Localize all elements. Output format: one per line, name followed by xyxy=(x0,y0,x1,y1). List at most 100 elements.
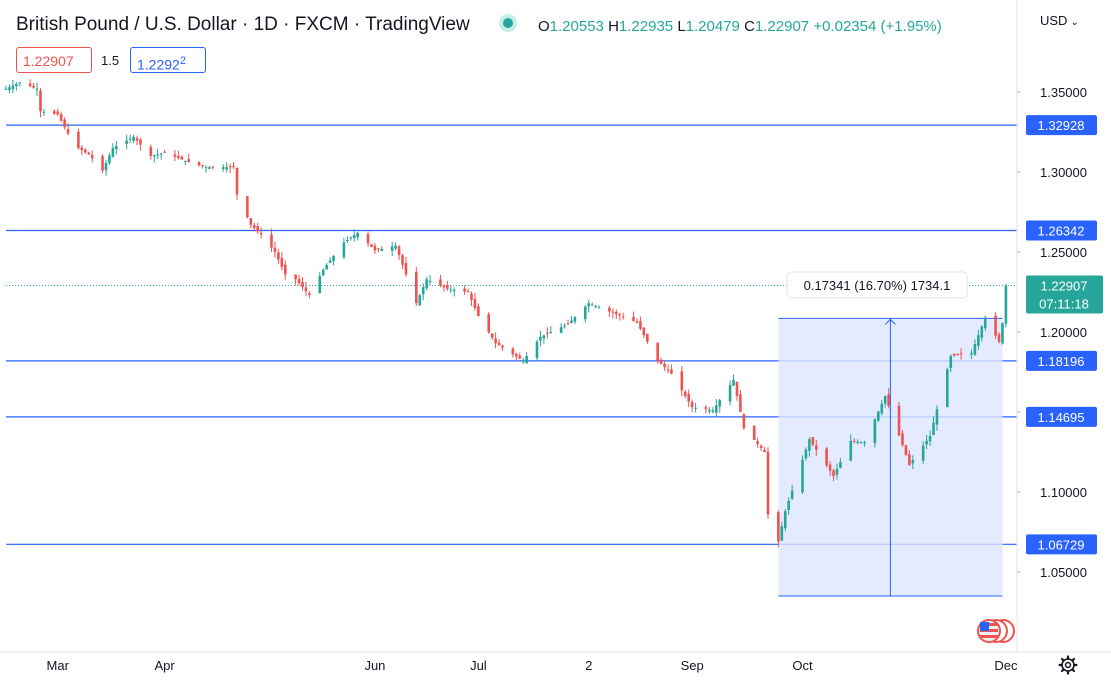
candle-body xyxy=(297,278,301,284)
candle-body xyxy=(956,354,959,356)
gear-icon[interactable] xyxy=(1058,655,1078,675)
candle-body xyxy=(711,410,715,412)
candle-body xyxy=(859,442,863,443)
candle-body xyxy=(277,252,280,260)
candle xyxy=(549,326,553,334)
level-price-tag xyxy=(1026,350,1097,371)
candle xyxy=(156,148,160,160)
level-price-label: 1.26342 xyxy=(1038,224,1085,239)
candle xyxy=(980,325,984,342)
candle-body xyxy=(304,287,308,292)
sell-price-button[interactable]: 1.22907 xyxy=(16,47,92,73)
candle xyxy=(501,344,504,351)
candle-body xyxy=(232,166,235,168)
candle-body xyxy=(11,85,15,90)
candle xyxy=(63,117,66,130)
x-tick-label: Jul xyxy=(470,658,487,673)
candle xyxy=(246,195,249,219)
range-measure[interactable]: 0.17341 (16.70%) 1734.1 xyxy=(778,271,1003,597)
candle-body xyxy=(911,460,915,464)
candle xyxy=(683,389,687,399)
candle-body xyxy=(490,333,494,338)
candle-body xyxy=(608,307,611,312)
candle xyxy=(283,260,287,280)
candle xyxy=(687,389,691,408)
candle-body xyxy=(111,148,115,157)
candle xyxy=(711,407,715,414)
level-price-label: 1.14695 xyxy=(1038,410,1085,425)
candle-body xyxy=(752,425,756,440)
candle xyxy=(35,82,39,96)
close-value: 1.22907 xyxy=(754,18,810,35)
candle xyxy=(704,405,708,414)
candle xyxy=(663,361,666,371)
candle xyxy=(525,352,528,364)
candle-body xyxy=(563,325,566,327)
candle xyxy=(573,316,577,324)
candle xyxy=(183,160,187,165)
candle xyxy=(15,82,18,92)
candle-body xyxy=(256,226,260,232)
candle xyxy=(911,455,915,469)
candle xyxy=(280,252,284,271)
candle xyxy=(470,291,473,306)
candle-body xyxy=(152,155,156,157)
candle xyxy=(642,327,646,339)
candle xyxy=(863,440,866,447)
candle-body xyxy=(149,146,153,156)
candle-body xyxy=(573,317,577,322)
candle xyxy=(308,290,311,299)
candle-body xyxy=(559,327,563,333)
last-price-label: 1.22907 xyxy=(1041,278,1088,293)
y-tick-label: 1.30000 xyxy=(1040,165,1087,180)
candle-body xyxy=(570,320,573,324)
candle-body xyxy=(718,400,722,407)
candle-body xyxy=(856,441,859,443)
buy-price-button[interactable]: 1.22922 xyxy=(130,47,206,73)
candle xyxy=(635,318,639,324)
candle-body xyxy=(825,448,828,466)
candle-body xyxy=(494,338,497,344)
candle-body xyxy=(163,151,166,153)
ask-price-pip: 2 xyxy=(179,55,186,67)
candle xyxy=(452,287,456,297)
candle xyxy=(887,388,890,409)
candle xyxy=(8,84,11,94)
candle-body xyxy=(1001,323,1004,344)
candle xyxy=(442,284,446,292)
y-tick-label: 1.35000 xyxy=(1040,85,1087,100)
low-label: L xyxy=(677,18,686,35)
candle xyxy=(111,143,115,158)
candle-body xyxy=(308,293,311,296)
candle-body xyxy=(735,381,739,396)
candle-body xyxy=(877,411,880,421)
candle xyxy=(394,242,397,251)
candle xyxy=(232,162,235,169)
candle-body xyxy=(828,464,832,471)
x-tick-label: Jun xyxy=(364,658,385,673)
candle-body xyxy=(808,439,811,451)
spread-value: 1.5 xyxy=(101,53,120,68)
candle xyxy=(828,460,832,476)
candle-body xyxy=(946,369,949,408)
candle xyxy=(735,381,739,401)
candle xyxy=(666,364,670,374)
candle-body xyxy=(932,422,935,436)
candle xyxy=(228,163,232,174)
currency-selector[interactable]: USD ⌄ xyxy=(1040,13,1079,28)
x-axis[interactable]: Mar Apr Jun Jul 2 Sep Oct Dec xyxy=(47,658,1018,673)
candle xyxy=(77,128,80,150)
candle xyxy=(970,349,973,359)
us-flag-icon[interactable] xyxy=(977,619,1015,643)
candle xyxy=(325,263,328,270)
candle-body xyxy=(1004,285,1008,324)
candle-body xyxy=(642,327,646,336)
candle xyxy=(11,79,15,93)
candle xyxy=(839,458,842,469)
candle-body xyxy=(415,272,418,304)
candle-body xyxy=(477,306,480,316)
candle xyxy=(714,399,718,417)
candles xyxy=(4,79,1008,548)
candle xyxy=(115,141,118,155)
